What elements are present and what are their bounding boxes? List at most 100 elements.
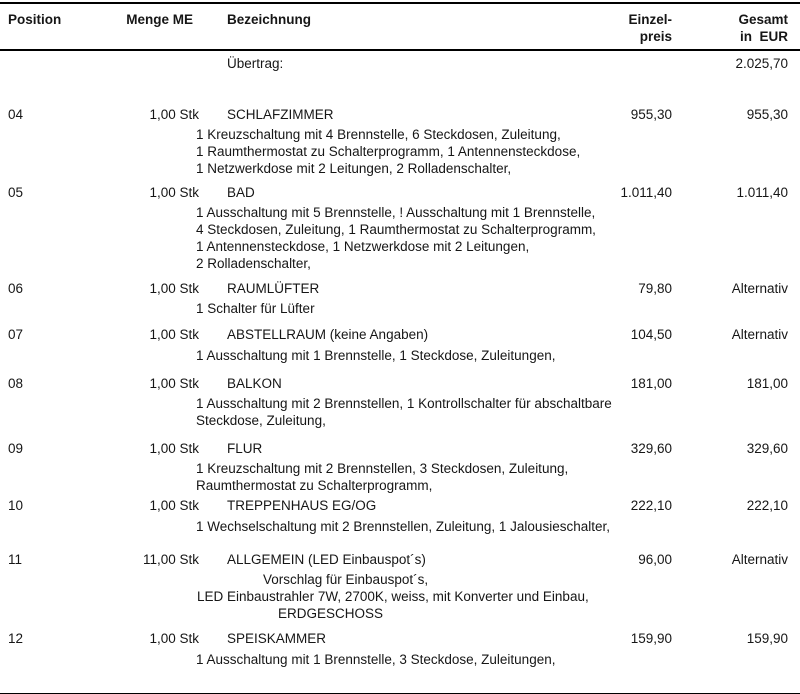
item-description: 1 Ausschaltung mit 2 Brennstellen, 1 Kon… [196,395,800,429]
item-unit: Stk [179,376,199,391]
item-unit: Stk [179,441,199,456]
item-row: 12 1,00 Stk SPEISKAMMER 159,90 159,90 [0,630,800,647]
header-gesamt-line2: in EUR [739,29,788,44]
item-row: 09 1,00 Stk FLUR 329,60 329,60 [0,440,800,457]
item-title: TREPPENHAUS EG/OG [227,498,377,513]
item-description-line: 1 Wechselschaltung mit 2 Brennstellen, Z… [196,519,610,534]
item-description: 1 Schalter für Lüfter [196,300,800,317]
item-unit-price: 329,60 [630,441,672,456]
line-item: 04 1,00 Stk SCHLAFZIMMER 955,30 955,30 1… [0,106,800,177]
item-description-line: 1 Kreuzschaltung mit 4 Brennstelle, 6 St… [196,127,561,142]
line-item: 12 1,00 Stk SPEISKAMMER 159,90 159,90 1 … [0,630,800,668]
item-description: Vorschlag für Einbauspot´s, LED Einbaust… [196,571,800,622]
item-title: BALKON [227,376,282,391]
item-position: 10 [8,498,24,513]
item-description-line: 1 Ausschaltung mit 2 Brennstellen, 1 Kon… [196,396,612,411]
item-quantity-unit: 1,00 Stk [110,280,199,297]
item-row: 05 1,00 Stk BAD 1.011,40 1.011,40 [0,184,800,201]
line-item: 08 1,00 Stk BALKON 181,00 181,00 1 Aussc… [0,375,800,429]
item-unit-price: 181,00 [630,376,672,391]
item-position: 05 [8,185,24,200]
item-quantity-unit: 1,00 Stk [110,630,199,647]
item-position: 07 [8,327,24,342]
item-unit-price: 1.011,40 [620,185,672,200]
item-description-line: 4 Steckdosen, Zuleitung, 1 Raumthermosta… [196,222,596,237]
item-total: 181,00 [746,376,788,391]
item-description-line: 2 Rolladenschalter, [196,256,311,271]
item-total: Alternativ [731,552,788,567]
item-unit: Stk [179,185,199,200]
item-quantity-unit: 1,00 Stk [110,326,199,343]
header-einzelpreis-line1: Einzel- [628,12,672,27]
item-description-line: 1 Antennensteckdose, 1 Netzwerkdose mit … [196,239,530,254]
item-unit: Stk [179,498,199,513]
item-unit: Stk [179,631,199,646]
item-quantity: 1,00 [149,376,176,391]
item-total: 222,10 [746,498,788,513]
item-total: 159,90 [746,631,788,646]
item-quantity-unit: 1,00 Stk [110,106,199,123]
item-position: 09 [8,441,24,456]
item-position: 04 [8,107,24,122]
line-item: 11 11,00 Stk ALLGEMEIN (LED Einbauspot´s… [0,551,800,622]
item-quantity-unit: 1,00 Stk [110,497,199,514]
item-total: Alternativ [731,281,788,296]
item-total: 1.011,40 [736,185,788,200]
item-description-line: Vorschlag für Einbauspot´s, [263,572,429,587]
header-einzelpreis: Einzel-preis [564,11,672,45]
header-gesamt-line1: Gesamt [738,12,788,27]
item-quantity-unit: 1,00 Stk [110,375,199,392]
top-rule [0,2,800,4]
item-position: 08 [8,376,24,391]
item-row: 06 1,00 Stk RAUMLÜFTER 79,80 Alternativ [0,280,800,297]
header-position: Position [8,12,62,27]
item-position: 12 [8,631,24,646]
item-title: ABSTELLRAUM (keine Angaben) [227,327,429,342]
item-quantity-unit: 1,00 Stk [110,184,199,201]
item-title: FLUR [227,441,263,456]
item-title: ALLGEMEIN (LED Einbauspot´s) [227,552,426,567]
item-description-line: Steckdose, Zuleitung, [196,413,326,428]
item-quantity: 1,00 [149,185,176,200]
item-unit: Stk [179,552,199,567]
item-unit: Stk [179,327,199,342]
line-item: 07 1,00 Stk ABSTELLRAUM (keine Angaben) … [0,326,800,364]
item-total: 329,60 [746,441,788,456]
item-unit-price: 79,80 [638,281,672,296]
item-row: 11 11,00 Stk ALLGEMEIN (LED Einbauspot´s… [0,551,800,568]
item-unit-price: 159,90 [630,631,672,646]
carryover-spacer [8,55,110,72]
item-title: SPEISKAMMER [227,631,327,646]
item-description-line: 1 Kreuzschaltung mit 2 Brennstellen, 3 S… [196,461,569,476]
item-description-line: LED Einbaustrahler 7W, 2700K, weiss, mit… [197,589,589,604]
item-description: 1 Ausschaltung mit 5 Brennstelle, ! Auss… [196,204,800,272]
item-total: 955,30 [746,107,788,122]
item-description: 1 Kreuzschaltung mit 4 Brennstelle, 6 St… [196,126,800,177]
header-gesamt: Gesamt in EUR [672,11,788,45]
line-item: 09 1,00 Stk FLUR 329,60 329,60 1 Kreuzsc… [0,440,800,494]
item-quantity: 1,00 [149,441,176,456]
carryover-label: Übertrag: [227,56,284,71]
item-description-line: 1 Raumthermostat zu Schalterprogramm, 1 … [196,144,581,159]
line-item: 05 1,00 Stk BAD 1.011,40 1.011,40 1 Auss… [0,184,800,272]
line-item: 10 1,00 Stk TREPPENHAUS EG/OG 222,10 222… [0,497,800,535]
item-description-line: 1 Schalter für Lüfter [196,301,315,316]
item-title: RAUMLÜFTER [227,281,320,296]
header-menge-me: Menge ME [126,12,193,27]
item-unit-price: 955,30 [630,107,672,122]
item-description-line: 1 Netzwerkdose mit 2 Leitungen, 2 Rollad… [196,161,512,176]
item-description-line: 1 Ausschaltung mit 1 Brennstelle, 1 Stec… [196,348,556,363]
item-unit-price: 104,50 [630,327,672,342]
item-position: 06 [8,281,24,296]
item-quantity-unit: 11,00 Stk [110,551,199,568]
item-description-line: ERDGESCHOSS [278,606,384,621]
item-quantity: 1,00 [149,631,176,646]
item-quantity: 1,00 [149,327,176,342]
table-header: Position Menge ME Bezeichnung Einzel-pre… [0,11,800,45]
item-position: 11 [8,552,23,567]
item-description: 1 Wechselschaltung mit 2 Brennstellen, Z… [196,518,800,535]
item-title: BAD [227,185,255,200]
item-quantity-unit: 1,00 Stk [110,440,199,457]
item-total: Alternativ [731,327,788,342]
item-description: 1 Ausschaltung mit 1 Brennstelle, 3 Stec… [196,651,800,668]
